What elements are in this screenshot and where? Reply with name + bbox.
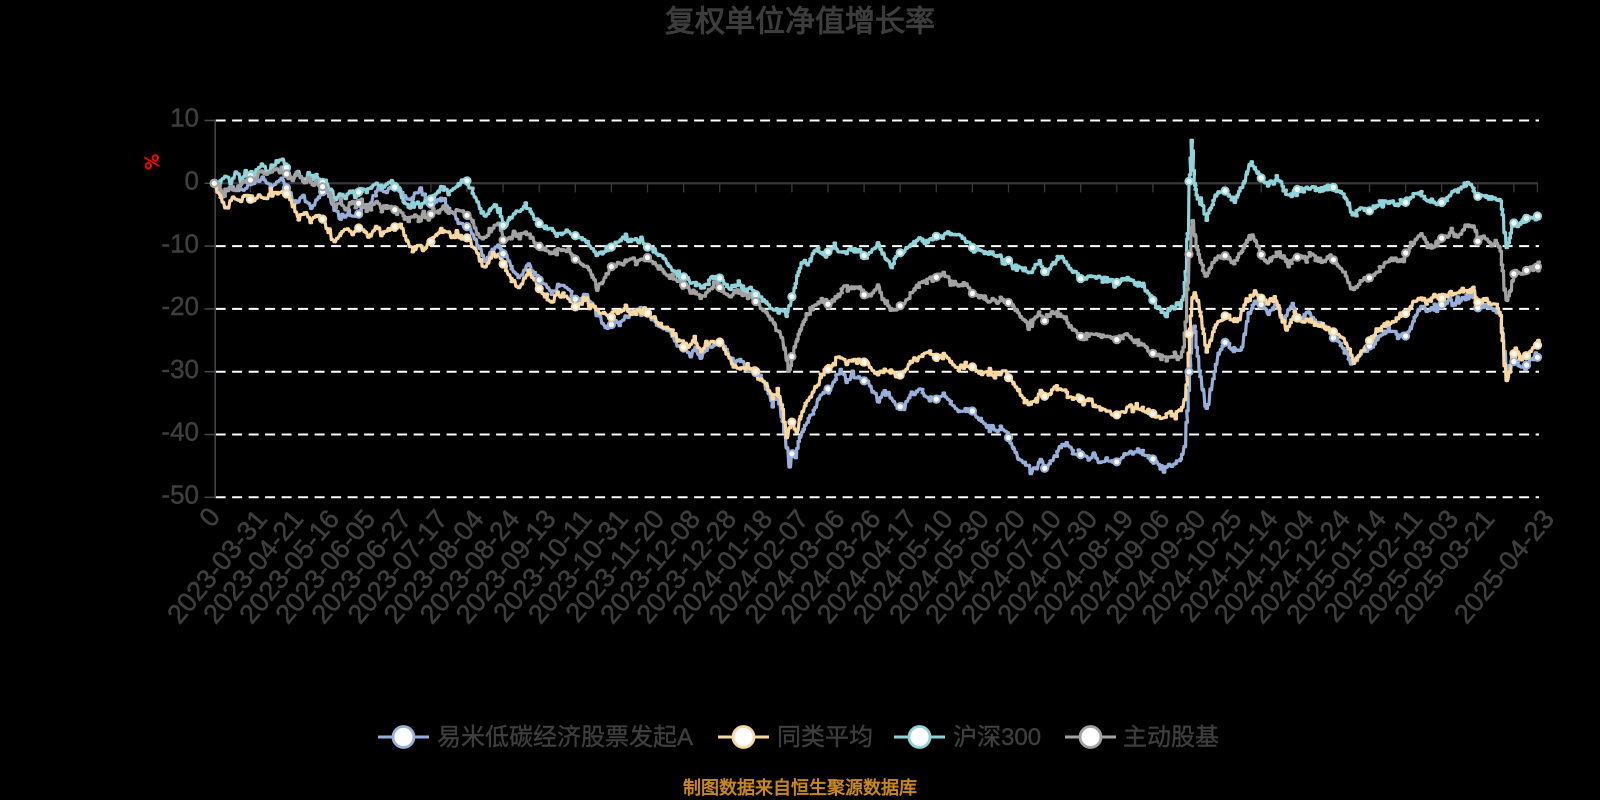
svg-text:10: 10 — [170, 103, 199, 133]
svg-text:主动股基: 主动股基 — [1123, 724, 1219, 751]
svg-text:沪深300: 沪深300 — [953, 724, 1041, 751]
svg-text:易米低碳经济股票发起A: 易米低碳经济股票发起A — [437, 724, 693, 751]
svg-text:制图数据来自恒生聚源数据库: 制图数据来自恒生聚源数据库 — [683, 777, 917, 798]
svg-text:同类平均: 同类平均 — [777, 724, 873, 751]
svg-text:复权单位净值增长率: 复权单位净值增长率 — [665, 5, 935, 39]
svg-text:-20: -20 — [161, 291, 199, 321]
svg-text:-40: -40 — [161, 417, 199, 447]
svg-text:-50: -50 — [161, 480, 199, 510]
svg-text:-30: -30 — [161, 354, 199, 384]
svg-text:-10: -10 — [161, 228, 199, 258]
svg-text:0: 0 — [185, 166, 199, 196]
